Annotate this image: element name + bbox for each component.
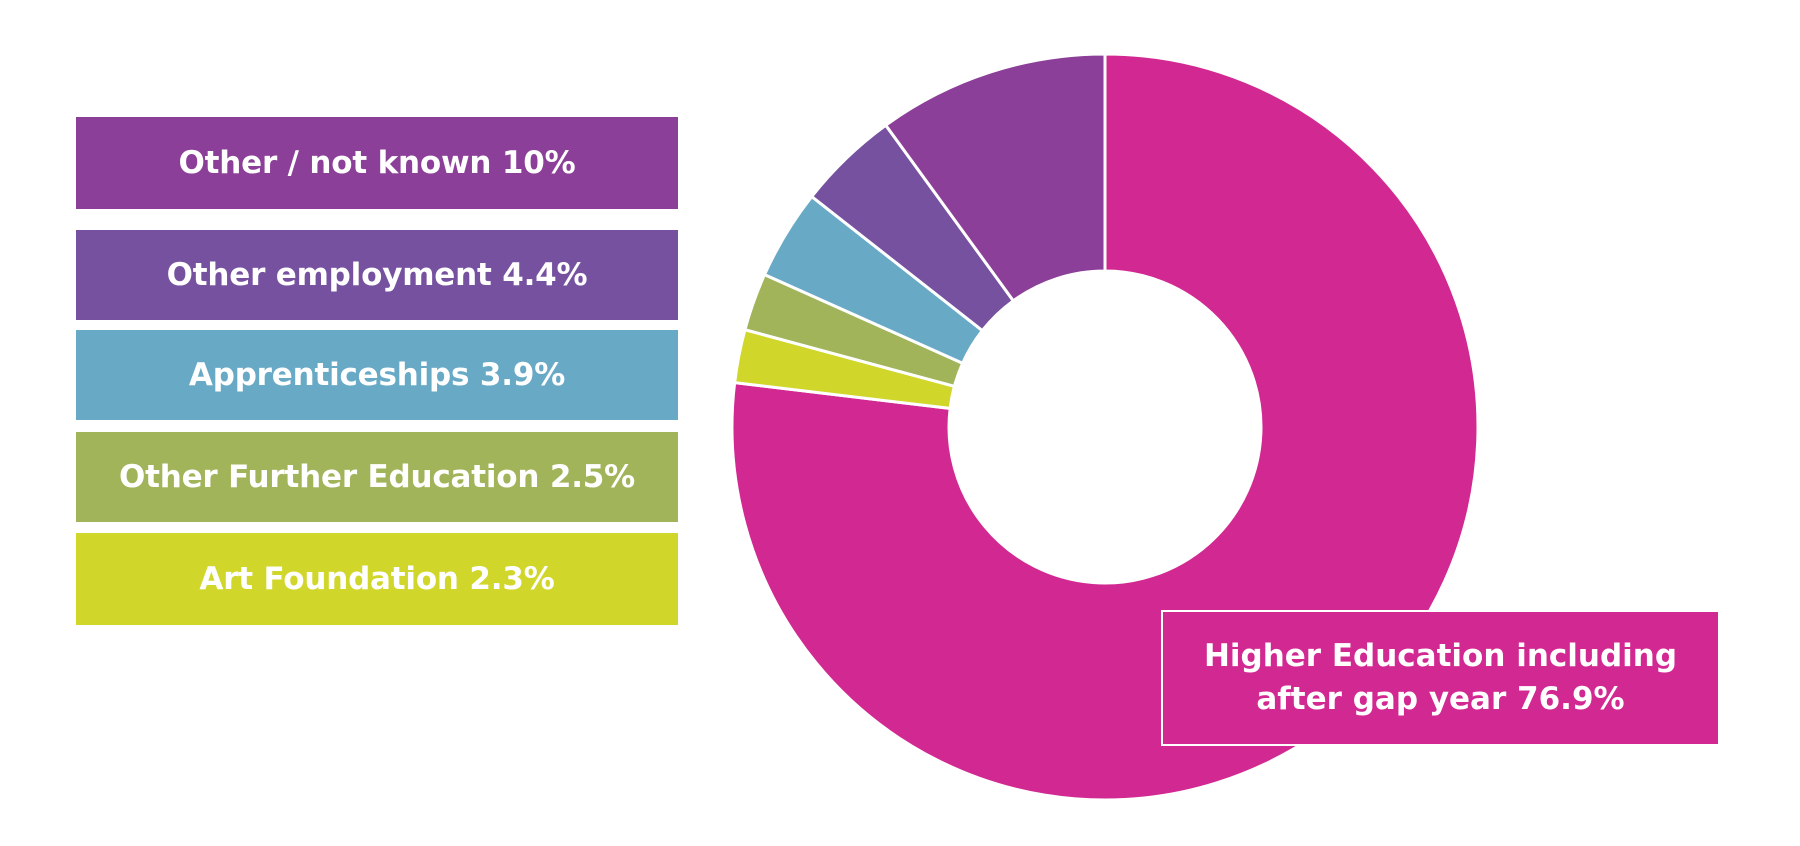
callout-line-1: Higher Education including [1203,638,1678,674]
legend-label: Other / not known 10% [178,145,576,181]
legend-item-other-further-education: Other Further Education 2.5% [76,432,678,522]
legend-item-art-foundation: Art Foundation 2.3% [76,533,678,625]
slice-other-not-known [883,52,1107,303]
higher-education-callout: Higher Education including after gap yea… [1161,610,1720,746]
legend-item-other-not-known: Other / not known 10% [76,117,678,209]
callout-line-2: after gap year 76.9% [1256,681,1625,717]
legend-label: Other employment 4.4% [166,257,588,293]
legend-item-other-employment: Other employment 4.4% [76,230,678,320]
legend-label: Other Further Education 2.5% [118,459,636,495]
legend-label: Apprenticeships 3.9% [188,357,566,393]
legend-item-apprenticeships: Apprenticeships 3.9% [76,330,678,420]
legend-label: Art Foundation 2.3% [199,561,555,597]
